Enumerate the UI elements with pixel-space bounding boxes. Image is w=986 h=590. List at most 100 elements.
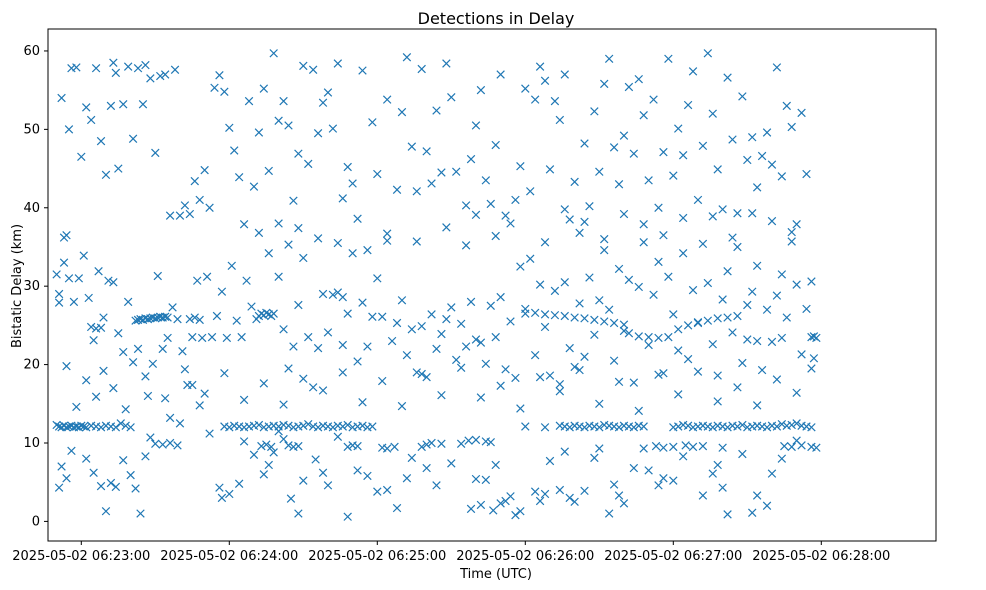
data-point-stroke-b (215, 71, 224, 80)
data-point-stroke-b (471, 474, 481, 484)
data-point (797, 350, 806, 359)
data-point (521, 84, 530, 93)
data-point (264, 166, 273, 176)
data-point-stroke-b (262, 308, 271, 318)
data-point-stroke-b (447, 92, 456, 102)
data-point-stroke-b (757, 151, 767, 161)
data-point-stroke-b (165, 211, 175, 220)
data-point (752, 491, 762, 500)
data-point (274, 272, 283, 281)
data-point-stroke-b (86, 322, 96, 332)
data-point (64, 125, 74, 134)
data-point (728, 233, 737, 242)
data-point-stroke-b (378, 376, 387, 386)
data-point (175, 419, 185, 428)
data-point-stroke-b (698, 141, 708, 151)
data-point-stroke-b (104, 276, 113, 285)
data-point-stroke-b (728, 233, 737, 242)
data-point (86, 322, 96, 332)
data-point (442, 223, 451, 232)
data-point-stroke-b (390, 442, 399, 452)
data-point-stroke-b (197, 333, 207, 343)
data-point (723, 267, 732, 276)
data-point-stroke-b (279, 325, 288, 334)
data-point (363, 245, 372, 255)
data-point-stroke-b (585, 201, 594, 211)
data-point-stroke-b (708, 423, 717, 432)
data-point (249, 182, 259, 191)
data-point (141, 372, 150, 381)
data-point-stroke-b (565, 343, 574, 353)
data-point-stroke-b (723, 73, 732, 82)
data-point-stroke-b (728, 421, 737, 430)
data-point-stroke-b (91, 392, 101, 401)
data-point-stroke-b (651, 441, 661, 451)
data-point-stroke-b (294, 441, 303, 451)
data-point-stroke-b (165, 413, 175, 423)
data-point-stroke-b (402, 350, 412, 360)
data-point (787, 227, 796, 237)
data-point-stroke-b (708, 109, 717, 118)
data-point-stroke-b (489, 506, 498, 515)
data-point-stroke-b (57, 93, 66, 103)
data-point-stroke-b (412, 237, 421, 246)
data-point (180, 365, 190, 374)
data-point-stroke-b (614, 491, 624, 500)
data-point-stroke-b (580, 217, 589, 227)
data-point (262, 440, 271, 449)
data-point (348, 249, 357, 258)
data-point-stroke-b (59, 421, 69, 430)
data-point (323, 481, 333, 490)
data-point (217, 287, 227, 296)
data-point (723, 73, 732, 82)
data-point (681, 441, 690, 450)
data-point (762, 423, 772, 432)
data-point (718, 295, 727, 304)
data-point-stroke-b (318, 421, 328, 430)
data-point-stroke-b (111, 68, 121, 78)
data-point (353, 214, 362, 223)
data-point-stroke-b (461, 241, 471, 250)
data-point (718, 443, 727, 452)
data-point-stroke-b (713, 421, 722, 430)
data-point-stroke-b (600, 245, 609, 255)
data-point (728, 328, 737, 337)
data-point-stroke-b (654, 481, 663, 490)
x-tick-label: 2025-05-02 06:23:00 (12, 549, 150, 564)
data-point-stroke-b (313, 423, 323, 432)
data-point (772, 422, 782, 431)
data-point (299, 61, 308, 71)
data-point (165, 438, 175, 448)
data-point (190, 313, 199, 322)
data-point (128, 134, 138, 143)
data-point-stroke-b (535, 372, 545, 382)
data-point-stroke-b (128, 134, 138, 143)
data-point-stroke-b (119, 347, 128, 357)
data-point (114, 164, 123, 173)
data-point (595, 423, 604, 432)
data-point-stroke-b (170, 65, 180, 74)
data-point-stroke-b (693, 195, 703, 205)
data-point-stroke-b (412, 368, 421, 377)
data-point (89, 336, 98, 345)
data-point-stroke-b (516, 404, 525, 413)
data-point-stroke-b (733, 311, 742, 321)
data-point (629, 378, 639, 387)
data-point (481, 475, 491, 485)
data-point-stroke-b (748, 508, 757, 517)
data-point (160, 312, 170, 321)
data-point (427, 438, 436, 448)
data-point-stroke-b (693, 318, 703, 328)
data-point-stroke-b (624, 328, 634, 338)
data-point (338, 194, 347, 203)
data-point (299, 374, 308, 383)
data-point-stroke-b (259, 84, 269, 93)
data-point-stroke-b (217, 287, 227, 296)
data-point-stroke-b (313, 129, 323, 138)
data-point-stroke-b (126, 423, 135, 432)
data-point-stroke-b (311, 455, 320, 464)
data-point-stroke-b (279, 400, 288, 409)
data-point (205, 429, 214, 438)
data-point-stroke-b (123, 62, 133, 71)
data-point-stroke-b (72, 63, 81, 72)
